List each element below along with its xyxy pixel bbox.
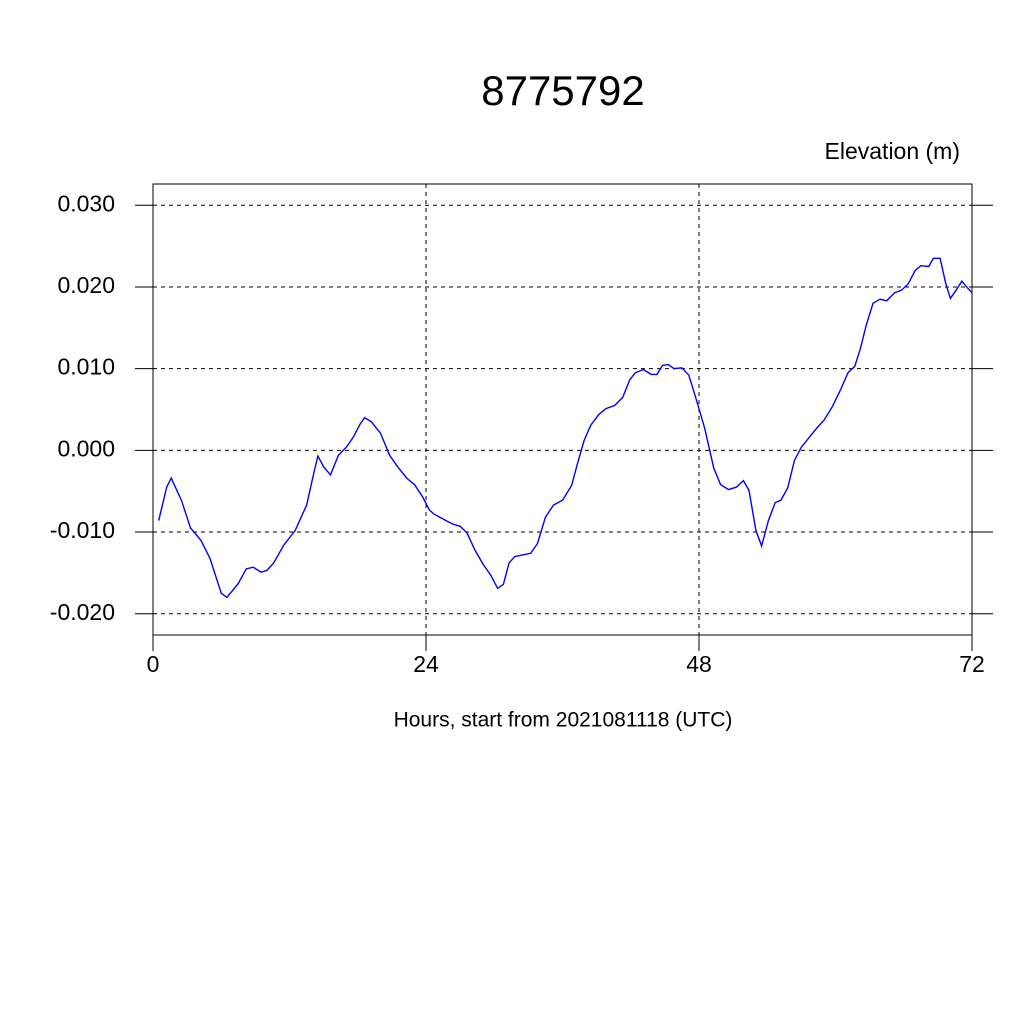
x-tick-label: 0 xyxy=(147,651,160,677)
y-tick-label: -0.010 xyxy=(50,517,115,543)
y-tick-label: -0.020 xyxy=(50,599,115,625)
plot-frame xyxy=(152,183,973,636)
y-tick-label: 0.010 xyxy=(57,354,115,380)
chart-title: 8775792 xyxy=(481,67,645,114)
x-tick-label: 72 xyxy=(959,651,985,677)
y-tick-label: 0.030 xyxy=(57,190,115,216)
x-tick-label: 24 xyxy=(413,651,439,677)
x-axis-label: Hours, start from 2021081118 (UTC) xyxy=(394,709,733,732)
y-axis-label: Elevation (m) xyxy=(825,138,960,164)
data-line xyxy=(158,257,973,599)
x-tick-label: 48 xyxy=(686,651,712,677)
y-tick-label: 0.000 xyxy=(57,435,115,461)
y-tick-label: 0.020 xyxy=(57,272,115,298)
